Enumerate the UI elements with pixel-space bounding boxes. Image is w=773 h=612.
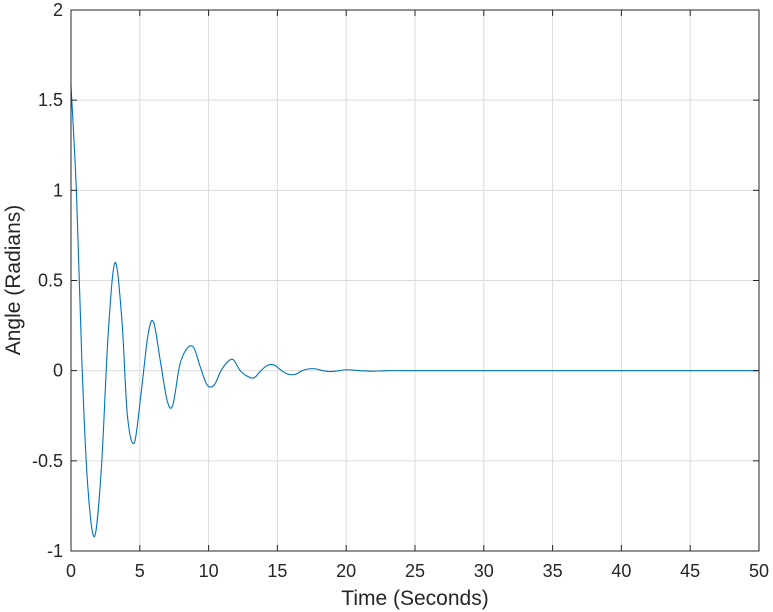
- y-tick-label: 1: [53, 180, 63, 200]
- x-tick-label: 0: [66, 561, 76, 581]
- y-tick-label: 0.5: [38, 271, 63, 291]
- y-axis-label: Angle (Radians): [2, 205, 25, 356]
- x-tick-label: 5: [135, 561, 145, 581]
- series-line: [70, 85, 760, 538]
- y-tick-label: -1: [47, 541, 63, 561]
- y-tick-label: -0.5: [32, 451, 63, 471]
- x-tick-label: 10: [199, 561, 219, 581]
- x-tick-label: 30: [474, 561, 494, 581]
- x-tick-label: 40: [611, 561, 631, 581]
- x-axis-label: Time (Seconds): [341, 587, 488, 610]
- x-tick-label: 25: [405, 561, 425, 581]
- ticks: [70, 9, 760, 552]
- tick-labels: 0 5 10 15 20 25 30 35 40 45 50 -1 -0.5 0 0.5 1 1.5 2: [32, 0, 769, 581]
- series-layer: [70, 85, 760, 538]
- x-tick-label: 15: [267, 561, 287, 581]
- x-tick-label: 45: [680, 561, 700, 581]
- y-tick-label: 1.5: [38, 90, 63, 110]
- x-tick-label: 35: [543, 561, 563, 581]
- y-tick-label: 0: [53, 361, 63, 381]
- x-tick-label: 50: [749, 561, 769, 581]
- y-tick-label: 2: [53, 0, 63, 20]
- x-tick-label: 20: [336, 561, 356, 581]
